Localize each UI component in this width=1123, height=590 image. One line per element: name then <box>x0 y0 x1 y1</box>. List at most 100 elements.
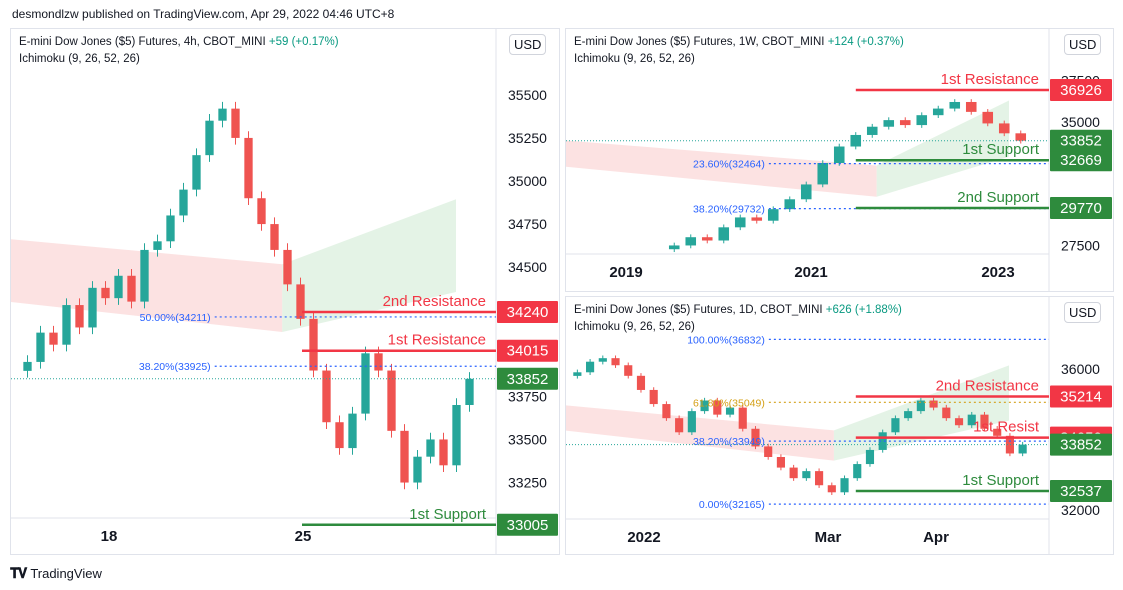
candle-body <box>374 353 383 371</box>
candle-body <box>636 375 646 390</box>
candle-body <box>700 400 709 412</box>
chart-panel-1d[interactable]: 36000 32000 2022 Mar Apr 100.00%(36832) 61.80%… <box>565 296 1114 555</box>
candle-body <box>954 418 964 426</box>
candle-body <box>725 407 735 415</box>
footer-brand[interactable]: 𝐓𝐕 TradingView <box>10 565 102 582</box>
currency-button[interactable]: USD <box>1064 34 1102 55</box>
candle-body <box>866 126 878 135</box>
resistance-label: 1st Resist <box>973 419 1040 436</box>
price-tick-label: 36000 <box>1061 361 1100 377</box>
candle-body <box>784 199 796 210</box>
candle-body <box>244 137 253 199</box>
candle-body <box>218 108 227 121</box>
price-tick-label: 35000 <box>508 173 547 189</box>
candle-body <box>322 370 331 423</box>
candle-body <box>426 439 435 457</box>
indicator-label: Ichimoku (9, 26, 52, 26) <box>574 321 695 333</box>
candle-body <box>49 332 58 345</box>
candle-body <box>573 372 582 376</box>
candle-body <box>166 215 175 242</box>
chart-panel-1w[interactable]: 37500350002750020192021202323.60%(32464)… <box>565 28 1114 292</box>
fib-level-label: 38.20%(29732) <box>693 204 765 216</box>
price-tag-value: 36926 <box>1060 82 1102 99</box>
price-tick-label: 33500 <box>508 431 547 447</box>
support-label: 1st Support <box>409 506 487 523</box>
time-tick-label: 2019 <box>609 264 642 281</box>
time-tick-label: 25 <box>295 528 312 545</box>
price-tick-label: 35500 <box>508 87 547 103</box>
candle-body <box>713 400 722 415</box>
candle-body <box>929 400 938 408</box>
candle-body <box>751 217 763 221</box>
price-tag-value: 32669 <box>1060 152 1102 169</box>
price-tick-label: 33250 <box>508 475 547 491</box>
price-tag <box>1050 79 1112 102</box>
price-tick-label: 34750 <box>508 216 547 232</box>
candle-body <box>764 446 773 457</box>
support-label: 1st Support <box>962 141 1040 158</box>
resistance-label: 1st Resistance <box>941 71 1039 88</box>
candle-body <box>850 134 862 147</box>
fib-level-label: 100.00%(36832) <box>687 334 765 346</box>
price-tick-label: 35250 <box>508 130 547 146</box>
fib-level-label: 23.60%(32464) <box>693 159 765 171</box>
time-tick-label: 2023 <box>981 264 1014 281</box>
candle-body <box>586 361 595 373</box>
currency-button[interactable]: USD <box>1064 302 1102 323</box>
candle-body <box>982 111 994 124</box>
currency-button[interactable]: USD <box>509 34 547 55</box>
price-tick-label: 33750 <box>508 388 547 404</box>
chart-panel-4h[interactable]: 35500 35250 35000 34750 34500 33750 33500 33250… <box>10 28 560 555</box>
resistance-label: 2nd Resistance <box>936 378 1039 395</box>
price-tag-value: 29770 <box>1060 200 1102 217</box>
candle-body <box>335 422 344 449</box>
candle-body <box>817 163 829 185</box>
price-tag <box>1050 385 1112 408</box>
last-price-tag <box>1050 129 1112 152</box>
price-tag-value: 32537 <box>1060 483 1102 500</box>
fib-level-label: 61.80%(35049) <box>693 397 765 409</box>
candle-body <box>387 370 396 431</box>
price-tick-label: 32000 <box>1061 502 1100 518</box>
candle-body <box>734 217 746 228</box>
chart-svg-1w: 37500350002750020192021202323.60%(32464)… <box>566 29 1112 291</box>
candle-body <box>127 275 136 302</box>
ichimoku-cloud-bullish <box>282 199 456 332</box>
candle-body <box>452 405 461 466</box>
candle-body <box>101 287 110 299</box>
price-tag <box>1050 197 1112 220</box>
price-tick-label: 35000 <box>1061 114 1100 130</box>
candle-body <box>114 275 123 299</box>
symbol-title: E-mini Dow Jones ($5) Futures, 1W, CBOT_… <box>574 36 825 48</box>
last-price-tag <box>1050 433 1112 456</box>
candle-body <box>833 146 845 163</box>
price-tag <box>497 339 558 362</box>
candle-body <box>942 407 951 419</box>
price-tag-value: 33005 <box>507 517 549 534</box>
candle-body <box>815 471 824 486</box>
candle-body <box>738 407 747 429</box>
symbol-title: E-mini Dow Jones ($5) Futures, 4h, CBOT_… <box>19 36 266 48</box>
price-change: +59 (+0.17%) <box>268 36 339 48</box>
candle-body <box>800 184 812 200</box>
candle-body <box>802 471 811 479</box>
candle-body <box>932 108 944 116</box>
resistance-label: 2nd Resistance <box>383 293 486 310</box>
indicator-label: Ichimoku (9, 26, 52, 26) <box>19 53 140 65</box>
candle-body <box>153 241 162 250</box>
candle-body <box>980 414 989 429</box>
candle-body <box>309 318 318 371</box>
price-tag <box>497 300 558 323</box>
candle-body <box>257 198 266 225</box>
candle-body <box>899 120 911 126</box>
candle-body <box>624 365 633 376</box>
last-price-value: 33852 <box>1060 437 1102 454</box>
fib-level-label: 50.00%(34211) <box>140 312 211 324</box>
candle-body <box>967 414 976 426</box>
ichimoku-cloud-bearish <box>566 405 834 461</box>
candle-body <box>878 432 887 450</box>
fib-level-label: 0.00%(32165) <box>699 499 765 511</box>
chart-svg-1d: 36000 32000 2022 Mar Apr 100.00%(36832) 61.80%… <box>566 297 1112 554</box>
candle-body <box>231 108 240 138</box>
indicator-label: Ichimoku (9, 26, 52, 26) <box>574 53 695 65</box>
